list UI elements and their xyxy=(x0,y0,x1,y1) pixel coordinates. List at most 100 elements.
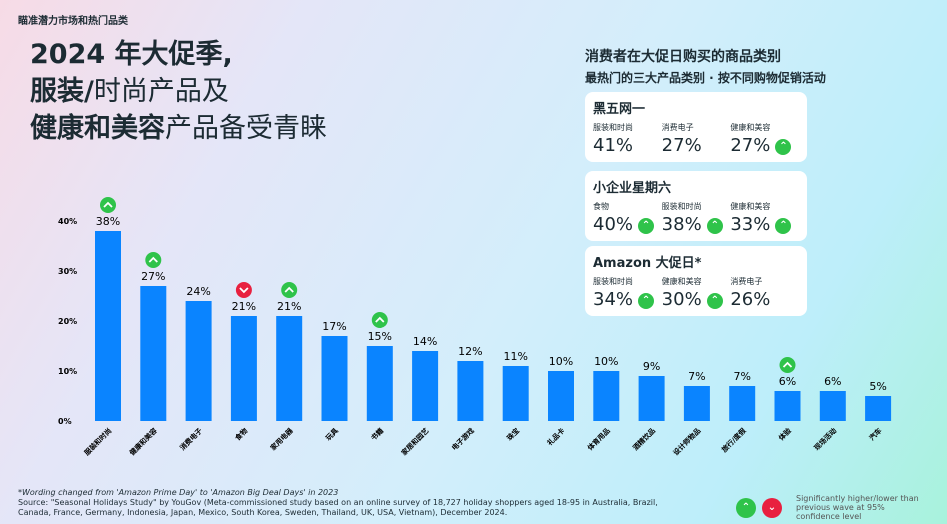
y-tick-label: 30% xyxy=(58,267,77,276)
arrow-glyph xyxy=(239,287,249,294)
x-tick-label: 酒精饮品 xyxy=(631,426,657,452)
footnote: *Wording changed from 'Amazon Prime Day'… xyxy=(18,488,678,518)
data-label: 11% xyxy=(503,350,527,363)
category-stat: 服装和时尚 38% ⌃ xyxy=(662,201,731,235)
page-title: 2024 年大促季, 服装/时尚产品及 健康和美容产品备受青睐 xyxy=(30,36,327,147)
stat-value: 38% xyxy=(661,214,702,235)
up-arrow-icon: ⌃ xyxy=(775,138,792,155)
bar xyxy=(276,316,303,421)
up-arrow-icon: ⌃ xyxy=(638,217,655,234)
title-bold: 健康和美容 xyxy=(30,113,165,144)
up-arrow-icon xyxy=(779,357,796,373)
data-label: 7% xyxy=(688,370,705,383)
arrow-glyph xyxy=(148,256,158,263)
x-tick-label: 消费电子 xyxy=(178,426,204,452)
x-tick-label: 家居和园艺 xyxy=(399,426,430,457)
data-label: 6% xyxy=(824,375,841,388)
up-arrow-icon: ⌃ xyxy=(775,217,792,234)
title-bold: 服装/ xyxy=(30,76,94,107)
stat-value: 34% xyxy=(593,289,634,310)
title-line: 2024 年大促季, xyxy=(30,39,233,70)
data-label: 17% xyxy=(322,320,346,333)
bar xyxy=(683,386,710,421)
x-tick-label: 食物 xyxy=(232,426,249,443)
stat-value: 27% xyxy=(730,135,771,156)
x-tick-label: 珠宝 xyxy=(505,426,521,442)
x-tick-label: 书籍 xyxy=(369,426,385,442)
stat-label: 健康和美容 xyxy=(730,202,771,211)
bar xyxy=(819,391,846,421)
bar xyxy=(729,386,756,421)
stat-label: 消费电子 xyxy=(730,277,763,286)
x-tick-label: 电子游戏 xyxy=(450,426,476,452)
category-stat: 食物 40% ⌃ xyxy=(593,201,662,235)
promo-card: 黑五网一 服装和时尚 41% 消费电子 27% 健康和美容 27% ⌃ xyxy=(585,92,807,162)
x-tick-label: 设计师物品 xyxy=(671,426,702,457)
up-arrow-icon xyxy=(145,252,162,268)
data-label: 38% xyxy=(96,215,120,228)
bar xyxy=(95,231,121,421)
x-tick-label: 旅行/度假 xyxy=(719,425,748,454)
x-tick-label: 健康和美容 xyxy=(128,426,159,457)
down-arrow-icon xyxy=(235,282,252,298)
data-label: 7% xyxy=(733,370,750,383)
data-label: 10% xyxy=(594,355,618,368)
x-tick-label: 汽车 xyxy=(867,426,883,442)
up-arrow-icon xyxy=(371,312,388,328)
category-stat: 健康和美容 27% ⌃ xyxy=(730,122,799,156)
data-label: 12% xyxy=(458,345,482,358)
up-arrow-icon: ⌃ xyxy=(706,292,723,309)
data-label: 14% xyxy=(413,335,437,348)
source-line: Source: "Seasonal Holidays Study" by You… xyxy=(18,498,658,517)
data-label: 27% xyxy=(141,270,165,283)
stat-label: 健康和美容 xyxy=(661,277,702,286)
bar xyxy=(502,366,529,421)
stat-label: 食物 xyxy=(593,202,609,211)
stat-value: 41% xyxy=(593,135,634,156)
footnote-line: *Wording changed from 'Amazon Prime Day'… xyxy=(18,488,339,497)
x-tick-label: 体育用品 xyxy=(586,426,612,452)
kicker: 瞄准潜力市场和热门品类 xyxy=(18,16,128,27)
bar xyxy=(230,316,257,421)
up-arrow-icon xyxy=(281,282,298,298)
stat-label: 健康和美容 xyxy=(730,123,771,132)
stat-label: 服装和时尚 xyxy=(661,202,702,211)
x-tick-label: 现场活动 xyxy=(812,426,838,452)
stat-value: 26% xyxy=(730,289,771,310)
category-stat: 服装和时尚 41% xyxy=(593,122,662,156)
up-arrow-icon: ⌃ xyxy=(736,497,756,518)
x-tick-label: 玩具 xyxy=(324,426,340,442)
bar xyxy=(593,371,620,421)
bar xyxy=(865,396,892,421)
y-tick-label: 0% xyxy=(58,417,72,426)
y-tick-label: 20% xyxy=(58,317,77,326)
stat-value: 40% xyxy=(593,214,634,235)
x-tick-label: 礼品卡 xyxy=(545,426,566,447)
data-label: 21% xyxy=(232,300,256,313)
bar xyxy=(774,391,801,421)
category-stat: 消费电子 26% xyxy=(730,276,799,310)
arrow-glyph xyxy=(284,286,294,293)
x-tick-label: 服装和时尚 xyxy=(82,426,113,457)
arrow-glyph xyxy=(782,361,793,368)
category-stat: 服装和时尚 34% ⌃ xyxy=(593,276,662,310)
panel-title: 消费者在大促日购买的商品类别 xyxy=(585,49,781,65)
panel-subtitle: 最热门的三大产品类别 · 按不同购物促销活动 xyxy=(585,71,826,85)
stat-label: 服装和时尚 xyxy=(593,123,633,132)
stat-label: 服装和时尚 xyxy=(593,277,633,286)
data-label: 10% xyxy=(549,355,573,368)
bar xyxy=(185,301,212,421)
bar xyxy=(140,286,167,421)
y-tick-label: 40% xyxy=(58,217,77,226)
stat-value: 33% xyxy=(730,214,771,235)
stat-value: 30% xyxy=(661,289,702,310)
down-arrow-icon: ⌄ xyxy=(762,497,782,518)
bar xyxy=(638,376,665,421)
card-title: 黑五网一 xyxy=(593,102,646,117)
card-title: 小企业星期六 xyxy=(593,181,672,196)
x-tick-label: 体验 xyxy=(777,425,794,442)
bar xyxy=(321,336,348,421)
data-label: 24% xyxy=(186,285,210,298)
promo-card: 小企业星期六食物 40% ⌃ 服装和时尚 38% ⌃ 健康和美容 33% ⌃ xyxy=(585,171,807,241)
